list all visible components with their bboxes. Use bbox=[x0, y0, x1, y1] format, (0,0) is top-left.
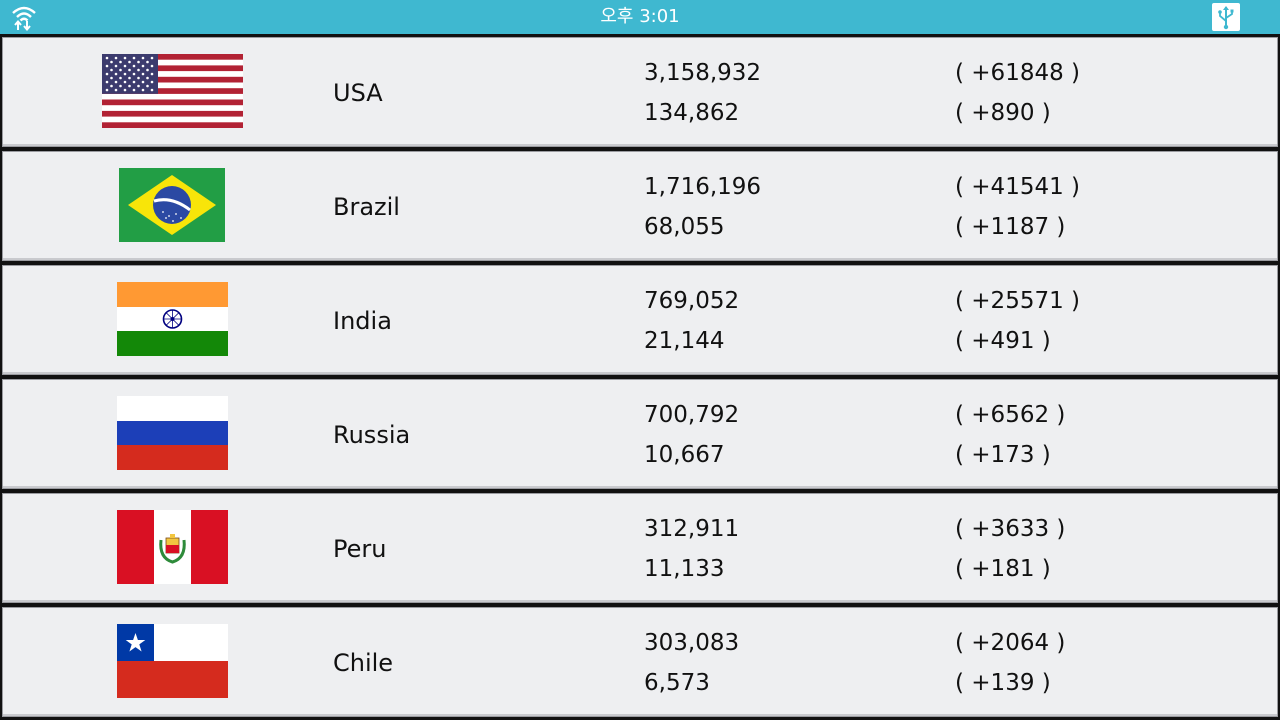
country-name: USA bbox=[333, 79, 383, 107]
cases-delta: ( +3633 ) bbox=[955, 516, 1066, 542]
cases-delta: ( +61848 ) bbox=[955, 60, 1081, 86]
russia-flag bbox=[117, 396, 228, 470]
list-item[interactable]: Russia 700,792 10,667 ( +6562 ) ( +173 ) bbox=[2, 379, 1278, 489]
india-flag bbox=[117, 282, 228, 356]
cases-delta: ( +6562 ) bbox=[955, 402, 1066, 428]
cases-delta: ( +25571 ) bbox=[955, 288, 1081, 314]
country-list[interactable]: USA 3,158,932 134,862 ( +61848 ) ( +890 … bbox=[0, 34, 1280, 720]
deaths-delta: ( +890 ) bbox=[955, 100, 1051, 126]
country-name: India bbox=[333, 307, 392, 335]
usa-flag bbox=[102, 54, 243, 128]
deaths-value: 21,144 bbox=[644, 328, 725, 354]
cases-value: 700,792 bbox=[644, 402, 740, 428]
cases-delta: ( +2064 ) bbox=[955, 630, 1066, 656]
status-bar: 오후 3:01 bbox=[0, 0, 1280, 34]
cases-delta: ( +41541 ) bbox=[955, 174, 1081, 200]
country-name: Chile bbox=[333, 649, 394, 677]
cases-value: 3,158,932 bbox=[644, 60, 762, 86]
country-name: Brazil bbox=[333, 193, 400, 221]
deaths-value: 134,862 bbox=[644, 100, 740, 126]
peru-flag bbox=[117, 510, 228, 584]
deaths-delta: ( +181 ) bbox=[955, 556, 1051, 582]
deaths-value: 6,573 bbox=[644, 670, 710, 696]
cases-value: 312,911 bbox=[644, 516, 740, 542]
wifi-transfer-icon bbox=[12, 6, 36, 31]
cases-value: 303,083 bbox=[644, 630, 740, 656]
country-name: Russia bbox=[333, 421, 411, 449]
list-item[interactable]: Chile 303,083 6,573 ( +2064 ) ( +139 ) bbox=[2, 607, 1278, 717]
brazil-flag bbox=[119, 168, 225, 242]
deaths-delta: ( +1187 ) bbox=[955, 214, 1066, 240]
deaths-value: 68,055 bbox=[644, 214, 725, 240]
deaths-value: 10,667 bbox=[644, 442, 725, 468]
country-name: Peru bbox=[333, 535, 387, 563]
list-item[interactable]: India 769,052 21,144 ( +25571 ) ( +491 ) bbox=[2, 265, 1278, 375]
list-item[interactable]: Brazil 1,716,196 68,055 ( +41541 ) ( +11… bbox=[2, 151, 1278, 261]
usb-icon bbox=[1212, 3, 1240, 31]
cases-value: 1,716,196 bbox=[644, 174, 762, 200]
status-time: 오후 3:01 bbox=[600, 6, 680, 27]
deaths-delta: ( +491 ) bbox=[955, 328, 1051, 354]
deaths-delta: ( +139 ) bbox=[955, 670, 1051, 696]
deaths-value: 11,133 bbox=[644, 556, 725, 582]
list-item[interactable]: USA 3,158,932 134,862 ( +61848 ) ( +890 … bbox=[2, 37, 1278, 147]
list-item[interactable]: Peru 312,911 11,133 ( +3633 ) ( +181 ) bbox=[2, 493, 1278, 603]
chile-flag bbox=[117, 624, 228, 698]
cases-value: 769,052 bbox=[644, 288, 740, 314]
deaths-delta: ( +173 ) bbox=[955, 442, 1051, 468]
